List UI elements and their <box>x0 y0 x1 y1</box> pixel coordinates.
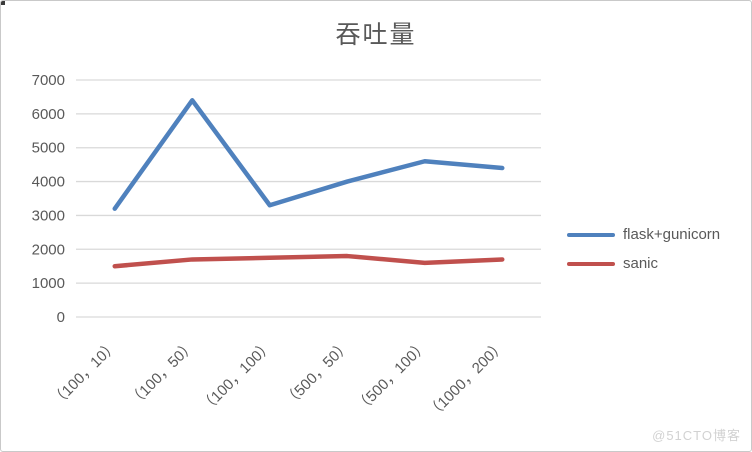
legend-line-swatch <box>567 232 615 237</box>
x-axis-category-label: （100，100） <box>197 337 276 416</box>
y-axis-tick-label: 5000 <box>32 140 65 157</box>
x-axis-category-label: （1000，200） <box>424 337 509 422</box>
y-axis-tick-label: 7000 <box>32 72 65 89</box>
x-axis-category-label: （100，10） <box>48 337 121 410</box>
series-line-flask-gunicorn <box>112 98 505 211</box>
legend-label: sanic <box>623 255 659 272</box>
y-axis-tick-label: 0 <box>57 309 65 326</box>
legend-line-swatch <box>567 261 615 266</box>
y-axis-tick-label: 2000 <box>32 241 65 258</box>
corner-dot <box>1 1 5 5</box>
y-axis-tick-label: 4000 <box>32 174 65 191</box>
legend-item-flask-gunicorn: flask+gunicorn <box>567 220 720 249</box>
series-line-sanic <box>112 253 505 269</box>
x-axis-category-label: （500，50） <box>281 337 354 410</box>
y-axis-tick-label: 6000 <box>32 106 65 123</box>
chart-title: 吞吐量 <box>335 20 417 49</box>
y-axis-tick-label: 3000 <box>32 207 65 224</box>
legend-label: flask+gunicorn <box>623 226 721 243</box>
legend-item-sanic: sanic <box>567 249 720 278</box>
y-axis-tick-label: 1000 <box>32 275 65 292</box>
x-axis-category-label: （100，50） <box>126 337 199 410</box>
x-axis-category-label: （500，100） <box>352 337 431 416</box>
watermark: @51CTO博客 <box>652 428 741 443</box>
chart-legend: flask+gunicorn sanic <box>567 220 720 278</box>
